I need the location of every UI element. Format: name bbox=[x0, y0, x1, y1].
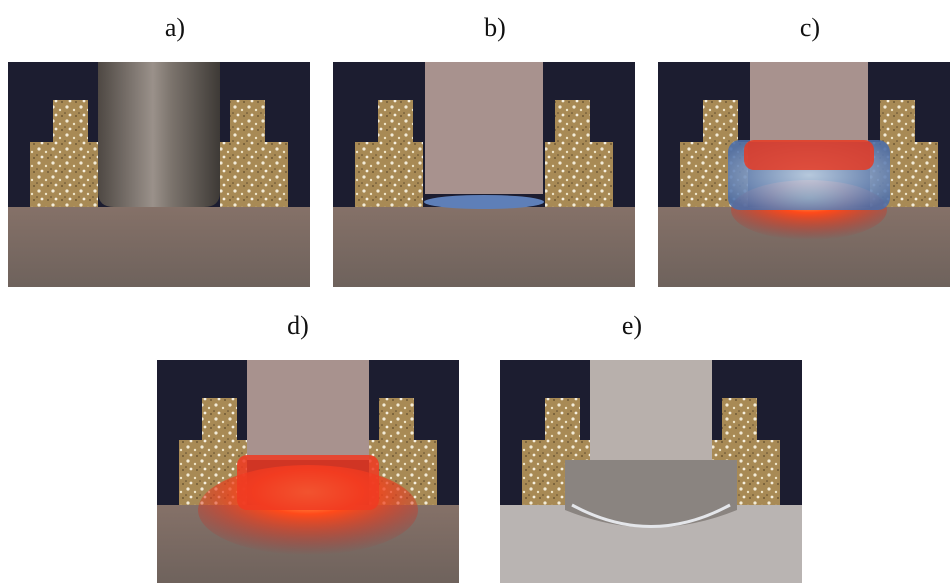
panel-label: d) bbox=[287, 311, 309, 340]
panel-label: c) bbox=[800, 13, 820, 42]
panel-label: a) bbox=[165, 13, 185, 42]
panel-label: b) bbox=[484, 13, 506, 42]
panel-b bbox=[333, 62, 635, 287]
panel-e bbox=[500, 360, 802, 583]
panel-c bbox=[658, 62, 950, 287]
panel-d bbox=[157, 360, 459, 583]
panel-a bbox=[8, 62, 310, 287]
panel-label: e) bbox=[622, 311, 642, 340]
